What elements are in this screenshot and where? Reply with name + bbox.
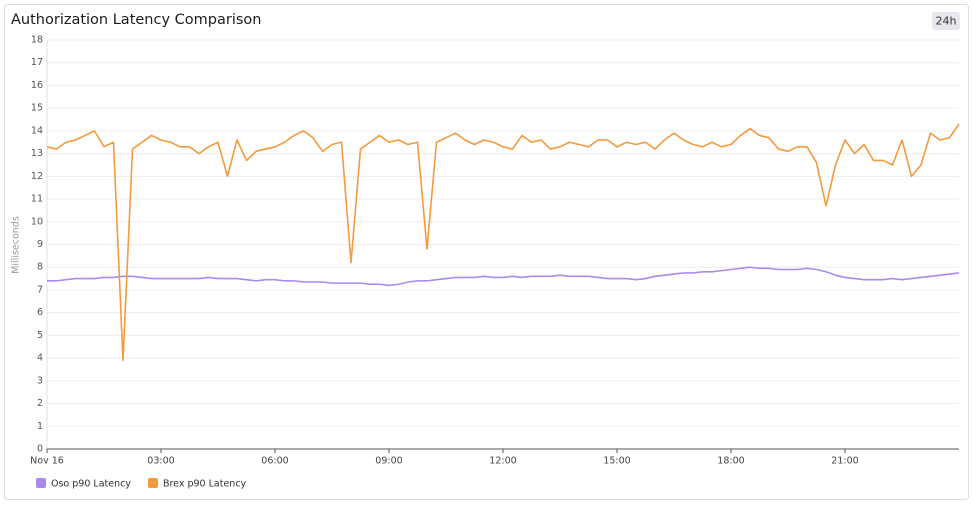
y-tick-label: 9 bbox=[37, 239, 43, 250]
chart-title: Authorization Latency Comparison bbox=[11, 12, 261, 28]
time-badge[interactable]: 24h bbox=[936, 15, 957, 28]
y-tick-label: 17 bbox=[31, 57, 43, 68]
y-tick-label: 13 bbox=[31, 148, 43, 159]
series-line bbox=[46, 123, 960, 362]
y-tick-label: 7 bbox=[37, 284, 43, 295]
y-tick-label: 5 bbox=[37, 330, 43, 341]
badge-bg[interactable] bbox=[932, 12, 960, 30]
y-tick-label: 1 bbox=[37, 421, 43, 432]
y-tick-label: 10 bbox=[31, 216, 43, 227]
x-tick-label: 03:00 bbox=[147, 456, 174, 467]
x-tick-label: 12:00 bbox=[489, 456, 516, 467]
x-tick-label: 21:00 bbox=[831, 456, 858, 467]
x-tick-label: 15:00 bbox=[603, 456, 630, 467]
series-line bbox=[47, 266, 960, 287]
legend-swatch bbox=[36, 478, 46, 488]
x-tick-label: Nov 16 bbox=[30, 456, 64, 467]
y-tick-label: 0 bbox=[37, 444, 43, 455]
legend-label: Oso p90 Latency bbox=[51, 479, 131, 490]
y-tick-label: 6 bbox=[37, 307, 43, 318]
x-tick-label: 06:00 bbox=[261, 456, 288, 467]
legend-label: Brex p90 Latency bbox=[163, 479, 247, 490]
panel bbox=[4, 4, 969, 500]
x-tick-label: 18:00 bbox=[717, 456, 744, 467]
y-tick-label: 2 bbox=[37, 398, 43, 409]
y-tick-label: 18 bbox=[31, 35, 43, 46]
y-axis-label: Milliseconds bbox=[11, 216, 22, 274]
y-tick-label: 15 bbox=[31, 103, 43, 114]
x-tick-label: 09:00 bbox=[375, 456, 402, 467]
y-tick-label: 4 bbox=[37, 353, 43, 364]
y-tick-label: 8 bbox=[37, 262, 43, 273]
y-tick-label: 14 bbox=[31, 125, 43, 136]
legend-swatch bbox=[147, 478, 158, 488]
y-tick-label: 16 bbox=[31, 80, 43, 91]
y-tick-label: 12 bbox=[31, 171, 43, 182]
y-tick-label: 11 bbox=[31, 194, 43, 205]
y-tick-label: 3 bbox=[37, 375, 43, 386]
